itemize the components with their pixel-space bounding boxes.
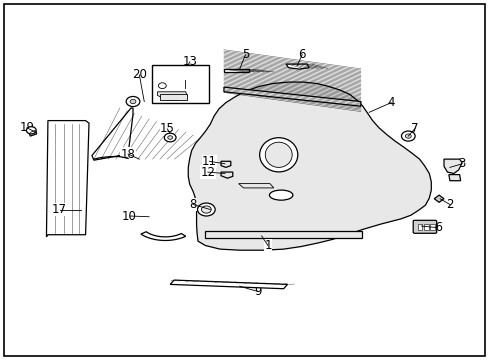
Text: 3: 3: [457, 157, 465, 170]
Polygon shape: [285, 64, 308, 69]
Text: 20: 20: [132, 68, 146, 81]
Text: 14: 14: [177, 73, 192, 86]
Text: 18: 18: [121, 148, 135, 161]
Bar: [151, 65, 209, 103]
Circle shape: [197, 203, 215, 216]
Text: 19: 19: [20, 121, 34, 134]
Ellipse shape: [259, 138, 297, 172]
Text: 16: 16: [428, 221, 443, 234]
Text: 7: 7: [410, 122, 418, 135]
Text: 8: 8: [189, 198, 197, 211]
Polygon shape: [92, 108, 133, 160]
FancyBboxPatch shape: [412, 220, 436, 233]
Polygon shape: [205, 231, 361, 238]
Polygon shape: [224, 69, 249, 72]
Circle shape: [201, 206, 211, 213]
Circle shape: [164, 133, 176, 142]
Polygon shape: [46, 121, 89, 237]
Circle shape: [26, 127, 36, 134]
Text: 10: 10: [122, 210, 137, 222]
Polygon shape: [433, 195, 443, 202]
Circle shape: [167, 136, 172, 139]
Circle shape: [130, 99, 136, 104]
Polygon shape: [28, 130, 37, 136]
Bar: [424, 224, 428, 230]
Text: 2: 2: [445, 198, 453, 211]
Circle shape: [158, 83, 166, 89]
Text: 9: 9: [254, 285, 262, 298]
Polygon shape: [188, 82, 430, 250]
Polygon shape: [141, 232, 185, 240]
Text: 13: 13: [182, 55, 197, 68]
Bar: [417, 224, 422, 230]
Text: 11: 11: [202, 155, 216, 168]
Text: 17: 17: [52, 203, 67, 216]
Ellipse shape: [269, 190, 292, 200]
Polygon shape: [157, 92, 186, 100]
Polygon shape: [443, 159, 461, 174]
Circle shape: [401, 131, 414, 141]
Polygon shape: [221, 172, 232, 178]
Text: 1: 1: [264, 239, 271, 252]
Circle shape: [126, 96, 140, 107]
Circle shape: [405, 134, 410, 138]
Ellipse shape: [264, 142, 291, 167]
Polygon shape: [221, 161, 230, 167]
Bar: [160, 94, 187, 100]
Text: 4: 4: [386, 96, 394, 109]
Bar: [429, 224, 434, 230]
Text: 15: 15: [160, 122, 174, 135]
Text: 6: 6: [298, 48, 305, 61]
Polygon shape: [170, 280, 287, 289]
Polygon shape: [224, 87, 360, 106]
Text: 5: 5: [241, 48, 249, 61]
Text: 12: 12: [200, 166, 215, 179]
Polygon shape: [238, 184, 273, 188]
Polygon shape: [448, 175, 460, 181]
